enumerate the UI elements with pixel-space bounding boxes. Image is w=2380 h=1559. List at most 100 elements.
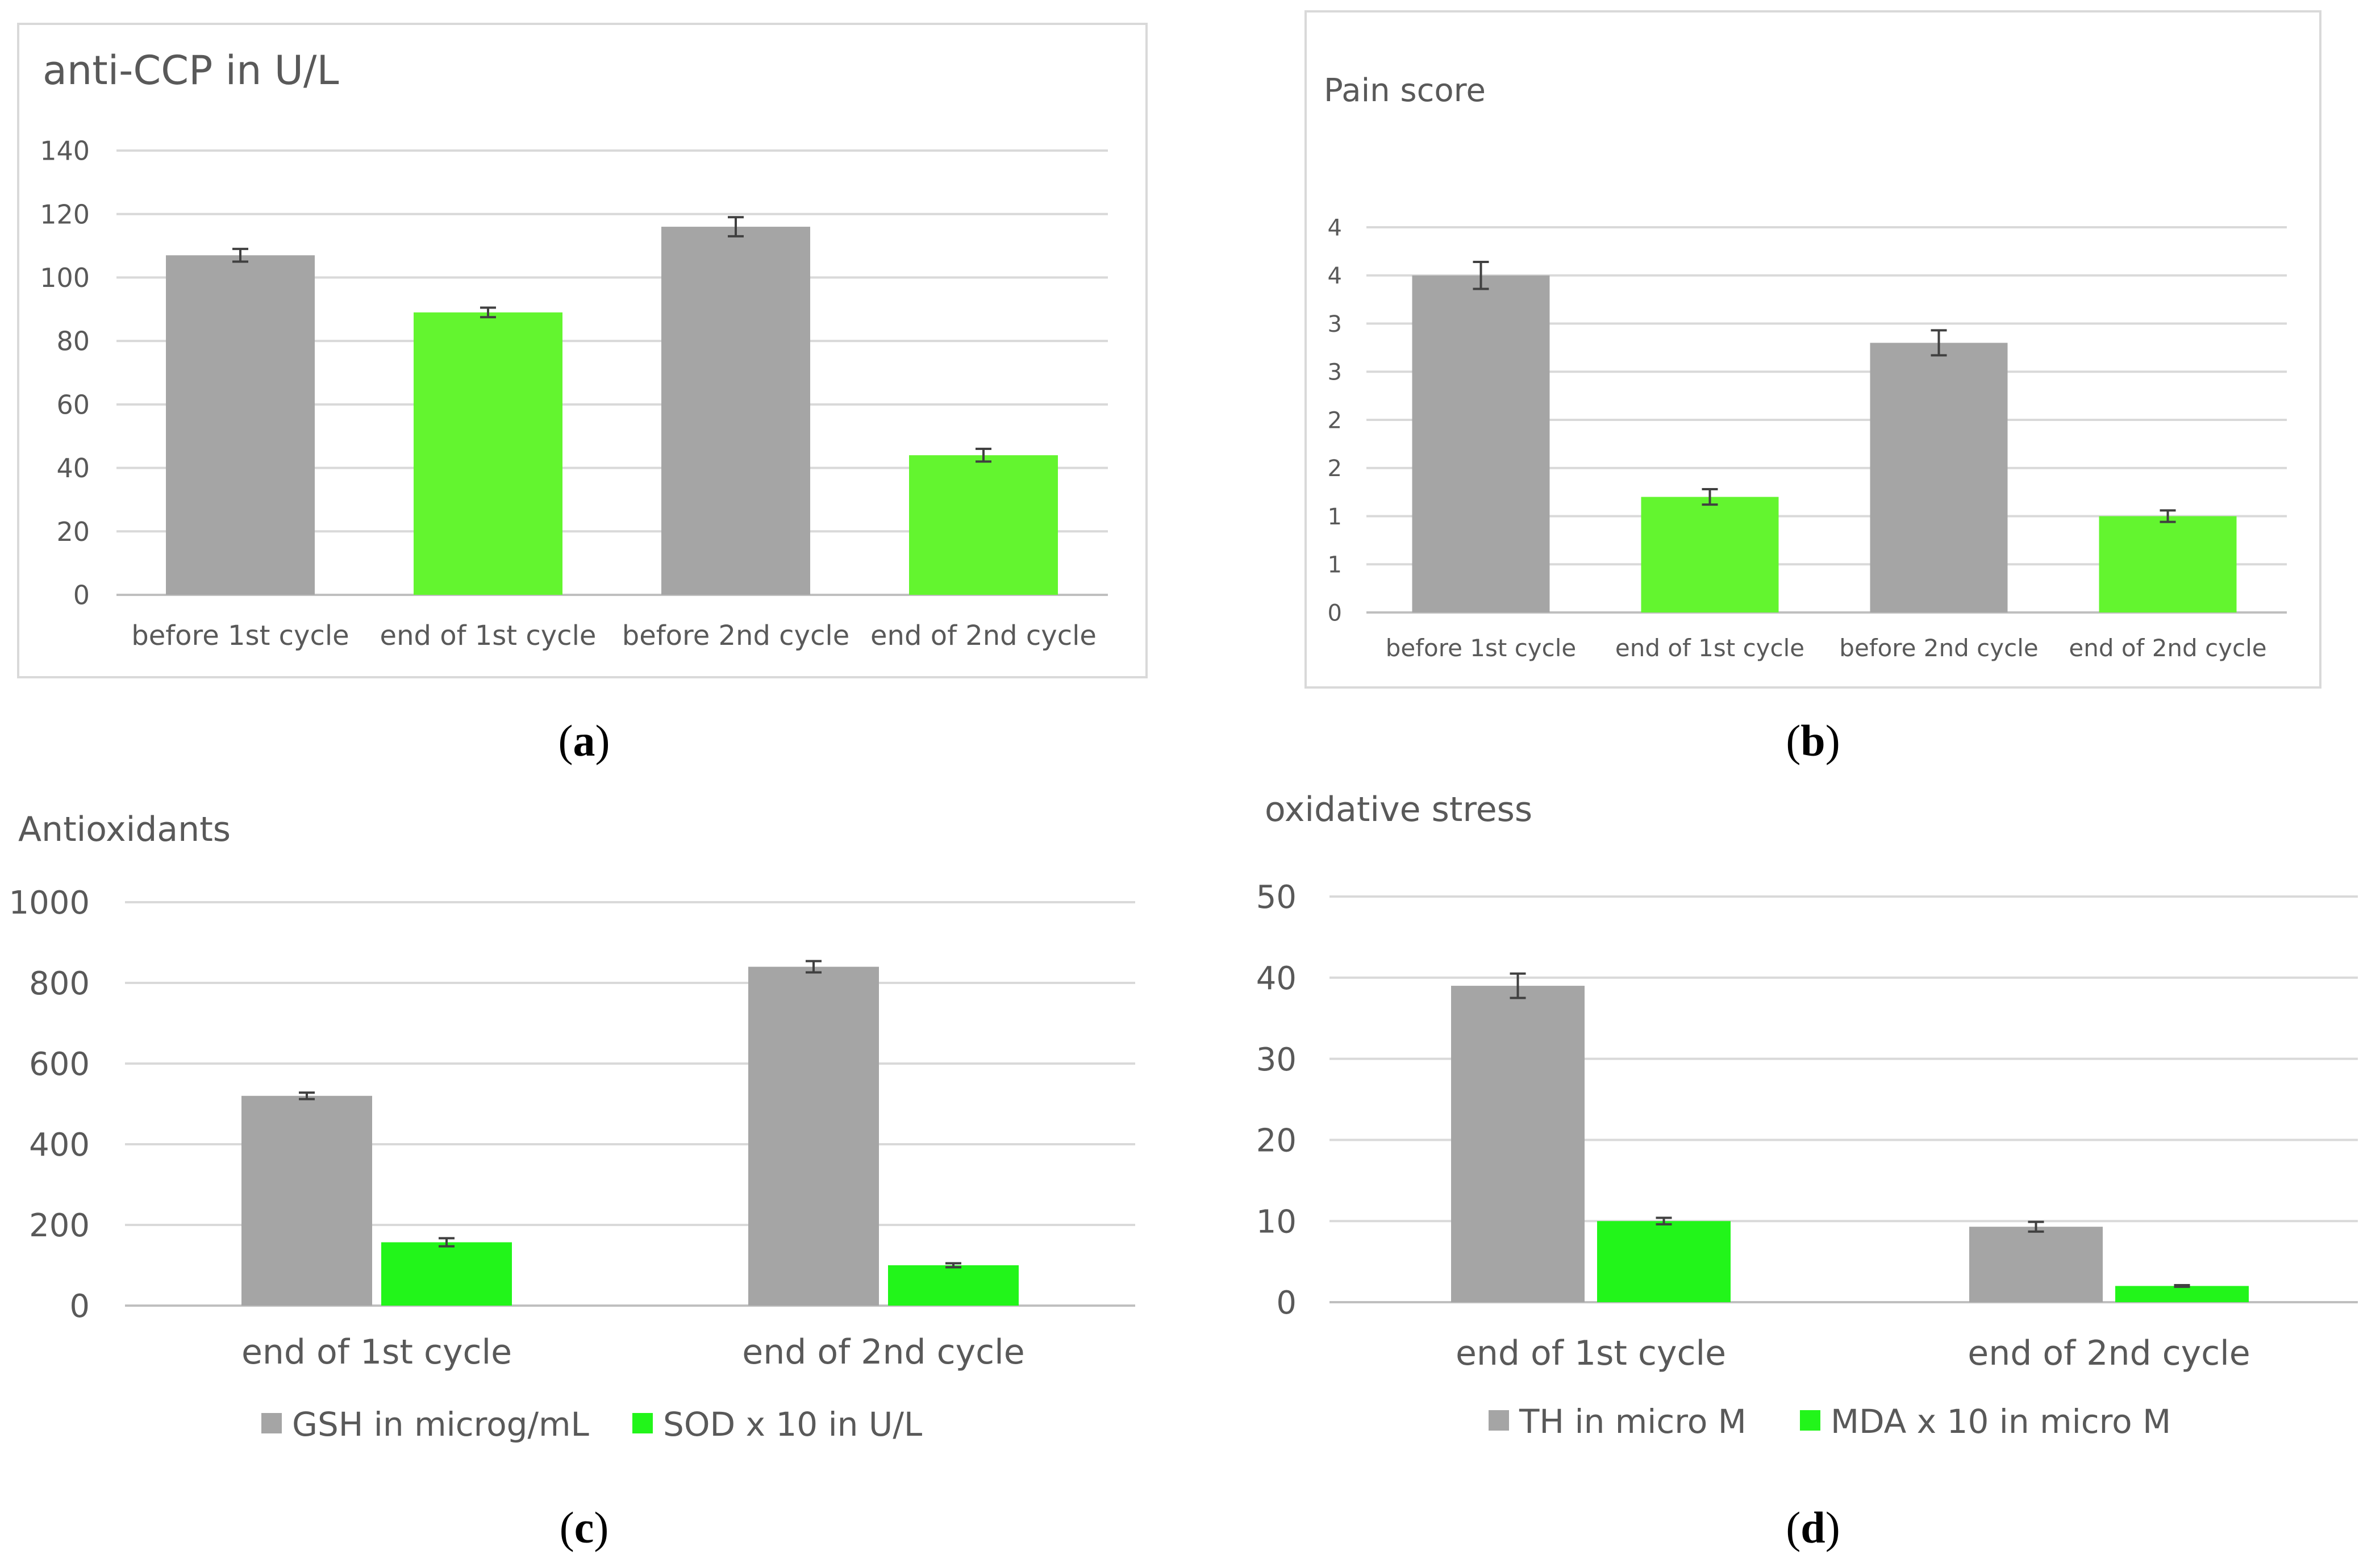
error-bar (945, 1262, 961, 1269)
x-tick-label: before 1st cycle (1386, 634, 1577, 662)
x-tick-label: end of 1st cycle (1456, 1333, 1726, 1373)
y-tick-label: 400 (29, 1127, 90, 1164)
error-bar (1473, 261, 1489, 290)
y-tick-label: 0 (69, 1288, 90, 1325)
bar (2115, 1286, 2249, 1302)
y-tick-label: 2 (1328, 456, 1342, 482)
y-tick-label: 0 (1328, 600, 1342, 626)
bar (909, 455, 1058, 595)
error-bar (2028, 1220, 2044, 1233)
y-tick-label: 40 (56, 453, 90, 483)
x-tick-label: end of 2nd cycle (1968, 1333, 2250, 1373)
panel-d-title: oxidative stress (1265, 790, 1532, 829)
panel-a-title: anti-CCP in U/L (43, 47, 339, 94)
bar (2099, 516, 2237, 612)
bar (888, 1265, 1019, 1306)
bar (1870, 343, 2008, 612)
y-tick-label: 80 (56, 326, 90, 357)
x-tick-label: end of 1st cycle (241, 1332, 512, 1372)
bar (241, 1095, 372, 1306)
y-tick-label: 1000 (9, 885, 90, 922)
panel-b-title: Pain score (1324, 72, 1486, 109)
legend-label: TH in micro M (1519, 1402, 1747, 1441)
error-bar (2160, 509, 2176, 523)
y-tick-label: 60 (56, 389, 90, 420)
x-tick-label: before 1st cycle (131, 620, 349, 652)
y-tick-label: 200 (29, 1207, 90, 1244)
y-tick-label: 0 (73, 580, 90, 611)
y-tick-label: 20 (1256, 1123, 1297, 1160)
x-tick-label: end of 1st cycle (1615, 634, 1804, 662)
legend-swatch (1489, 1410, 1509, 1431)
legend-swatch (261, 1413, 282, 1433)
legend-label: SOD x 10 in U/L (663, 1405, 922, 1444)
error-bar (232, 248, 248, 263)
y-tick-label: 40 (1256, 960, 1297, 997)
error-bar (976, 448, 991, 463)
y-tick-label: 140 (40, 136, 90, 166)
chart-b: 0 1 1 2 2 3 3 4 4 before 1st cycle end of 1st cycl… (1328, 215, 2287, 662)
bar (1641, 497, 1779, 612)
y-tick-label: 3 (1328, 360, 1342, 386)
x-tick-label: end of 1st cycle (380, 620, 597, 652)
y-tick-label: 3 (1328, 311, 1342, 337)
y-tick-label: 100 (40, 262, 90, 293)
bar (1412, 275, 1550, 612)
y-tick-label: 20 (56, 516, 90, 547)
chart-d: 0 10 20 30 40 50 end of 1st cycle end of 2nd cy… (1256, 879, 2358, 1441)
panel-a-frame (17, 23, 1148, 678)
panel-a-caption: (a) (558, 716, 610, 765)
bar (1451, 986, 1585, 1302)
panel-b-caption-letter: b (1800, 716, 1825, 765)
error-bar (299, 1091, 315, 1101)
bar (748, 966, 879, 1306)
bar (1969, 1227, 2103, 1302)
y-tick-label: 4 (1328, 263, 1342, 289)
error-bar (439, 1237, 455, 1248)
panel-b-caption: (b) (1786, 716, 1840, 765)
panel-d-caption-letter: d (1800, 1503, 1825, 1552)
chart-a: 0 20 40 60 80 100 120 140 before 1st cycle end of… (40, 136, 1108, 652)
y-tick-label: 120 (40, 199, 90, 230)
panel-c-caption-letter: c (574, 1503, 594, 1552)
panel-c-caption: (c) (560, 1503, 609, 1552)
error-bar (1656, 1216, 1672, 1225)
x-tick-label: before 2nd cycle (622, 620, 849, 652)
x-tick-label: before 2nd cycle (1839, 634, 2038, 662)
legend-label: MDA x 10 in micro M (1831, 1402, 2171, 1441)
error-bar (1702, 488, 1718, 506)
error-bar (2174, 1284, 2190, 1288)
panel-a-caption-letter: a (573, 716, 595, 765)
error-bar (806, 960, 822, 974)
panel-c-title: Antioxidants (18, 810, 231, 849)
chart-c: 0 200 400 600 800 1000 end of 1st cycle end of … (9, 885, 1135, 1444)
x-tick-label: end of 2nd cycle (870, 620, 1097, 652)
bar (166, 255, 315, 595)
y-tick-label: 1 (1328, 504, 1342, 530)
panel-b-frame (1304, 10, 2321, 689)
legend-swatch (632, 1413, 653, 1433)
y-tick-label: 50 (1256, 879, 1297, 916)
panel-d-caption: (d) (1786, 1503, 1840, 1552)
y-tick-label: 2 (1328, 407, 1342, 433)
y-tick-label: 0 (1276, 1285, 1297, 1322)
error-bar (1931, 329, 1947, 357)
bar (381, 1242, 512, 1306)
y-tick-label: 30 (1256, 1041, 1297, 1078)
legend-label: GSH in microg/mL (292, 1405, 589, 1444)
bar (661, 227, 810, 595)
legend-swatch (1800, 1410, 1820, 1431)
x-tick-label: end of 2nd cycle (2069, 634, 2266, 662)
y-tick-label: 1 (1328, 552, 1342, 578)
y-tick-label: 600 (29, 1046, 90, 1083)
error-bar (480, 306, 496, 319)
error-bar (728, 216, 744, 237)
bar (1597, 1221, 1731, 1302)
y-tick-label: 4 (1328, 215, 1342, 241)
y-tick-label: 10 (1256, 1203, 1297, 1240)
error-bar (1510, 972, 1526, 999)
y-tick-label: 800 (29, 965, 90, 1002)
x-tick-label: end of 2nd cycle (742, 1332, 1024, 1372)
bar (414, 312, 562, 595)
